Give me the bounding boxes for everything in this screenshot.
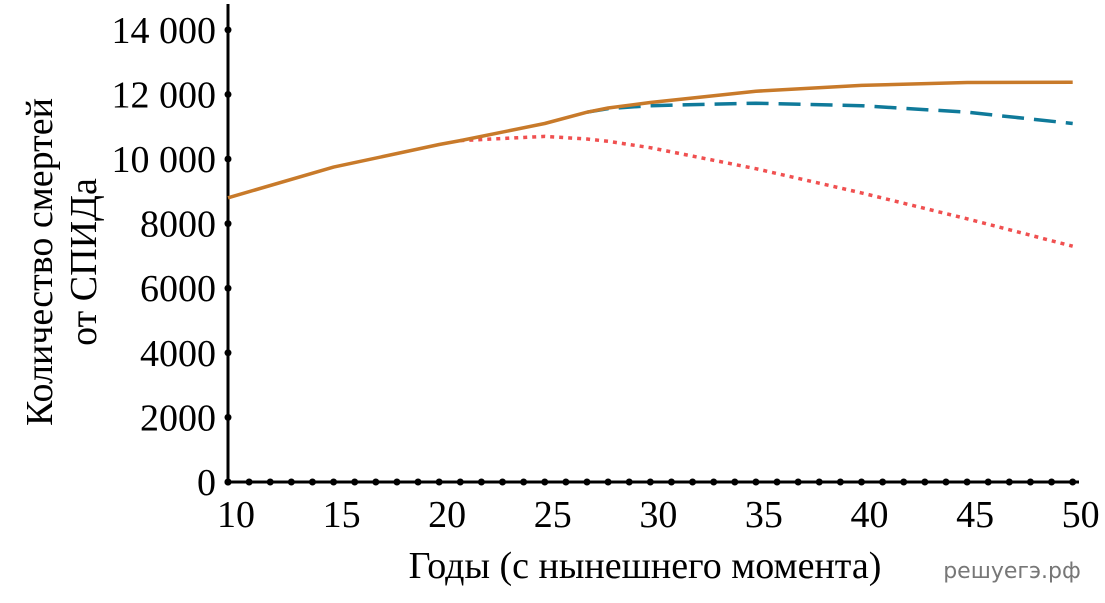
x-axis-label: Годы (с нынешнего момента) bbox=[409, 545, 882, 587]
y-axis-label: Количество смертей от СПИДа bbox=[19, 98, 105, 426]
x-minor-tick bbox=[794, 478, 802, 486]
x-minor-tick bbox=[520, 478, 528, 486]
series-line bbox=[227, 80, 1073, 200]
x-minor-tick bbox=[541, 478, 549, 486]
y-tick-label: 10 000 bbox=[112, 139, 217, 181]
x-minor-tick bbox=[414, 478, 422, 486]
x-minor-tick bbox=[308, 478, 316, 486]
x-minor-tick bbox=[1005, 478, 1013, 486]
y-tick-label: 0 bbox=[197, 462, 216, 504]
x-tick-label: 45 bbox=[956, 494, 994, 536]
x-tick-label: 25 bbox=[534, 494, 572, 536]
y-tick bbox=[224, 413, 232, 421]
y-tick-label: 2000 bbox=[140, 397, 216, 439]
x-minor-tick bbox=[499, 478, 507, 486]
x-minor-tick bbox=[942, 478, 950, 486]
x-tick-label: 20 bbox=[428, 494, 466, 536]
x-minor-tick bbox=[287, 478, 295, 486]
x-minor-tick bbox=[773, 478, 781, 486]
x-minor-tick bbox=[1048, 478, 1056, 486]
y-tick-label: 12 000 bbox=[112, 74, 217, 116]
x-minor-tick bbox=[689, 478, 697, 486]
watermark: решуегэ.рф bbox=[943, 559, 1081, 584]
x-tick-label: 10 bbox=[217, 494, 255, 536]
x-minor-tick bbox=[393, 478, 401, 486]
x-minor-tick bbox=[1069, 478, 1077, 486]
x-minor-tick bbox=[604, 478, 612, 486]
x-minor-tick bbox=[625, 478, 633, 486]
x-minor-tick bbox=[456, 478, 464, 486]
x-minor-tick bbox=[984, 478, 992, 486]
x-minor-tick bbox=[963, 478, 971, 486]
x-minor-tick bbox=[477, 478, 485, 486]
x-tick-label: 50 bbox=[1062, 494, 1100, 536]
x-minor-tick bbox=[372, 478, 380, 486]
y-axis-label-line: от СПИДа bbox=[63, 178, 105, 346]
x-minor-tick bbox=[836, 478, 844, 486]
x-minor-tick bbox=[435, 478, 443, 486]
x-tick-label: 35 bbox=[745, 494, 783, 536]
y-tick bbox=[224, 284, 232, 292]
y-tick-label: 8000 bbox=[140, 204, 216, 246]
x-minor-tick bbox=[710, 478, 718, 486]
x-minor-tick bbox=[562, 478, 570, 486]
x-minor-tick bbox=[921, 478, 929, 486]
x-minor-tick bbox=[857, 478, 865, 486]
x-tick-label: 40 bbox=[850, 494, 888, 536]
x-minor-tick bbox=[245, 478, 253, 486]
y-tick bbox=[224, 349, 232, 357]
x-minor-tick bbox=[752, 478, 760, 486]
x-tick-label: 15 bbox=[323, 494, 361, 536]
x-minor-tick bbox=[900, 478, 908, 486]
y-tick-label: 14 000 bbox=[112, 10, 217, 52]
y-tick bbox=[224, 478, 232, 486]
x-minor-tick bbox=[815, 478, 823, 486]
x-tick-label: 30 bbox=[639, 494, 677, 536]
y-axis-label-line: Количество смертей bbox=[19, 98, 61, 426]
x-minor-tick bbox=[330, 478, 338, 486]
x-minor-tick bbox=[351, 478, 359, 486]
series-line bbox=[586, 101, 1073, 126]
x-minor-tick bbox=[266, 478, 274, 486]
series-line bbox=[460, 134, 1074, 248]
y-tick bbox=[224, 155, 232, 163]
y-tick-label: 4000 bbox=[140, 333, 216, 375]
x-minor-tick bbox=[646, 478, 654, 486]
y-tick bbox=[224, 26, 232, 34]
x-minor-tick bbox=[879, 478, 887, 486]
y-tick bbox=[224, 90, 232, 98]
y-tick-label: 6000 bbox=[140, 268, 216, 310]
x-minor-tick bbox=[731, 478, 739, 486]
y-tick bbox=[224, 220, 232, 228]
x-minor-tick bbox=[583, 478, 591, 486]
x-minor-tick bbox=[667, 478, 675, 486]
x-minor-tick bbox=[1026, 478, 1034, 486]
